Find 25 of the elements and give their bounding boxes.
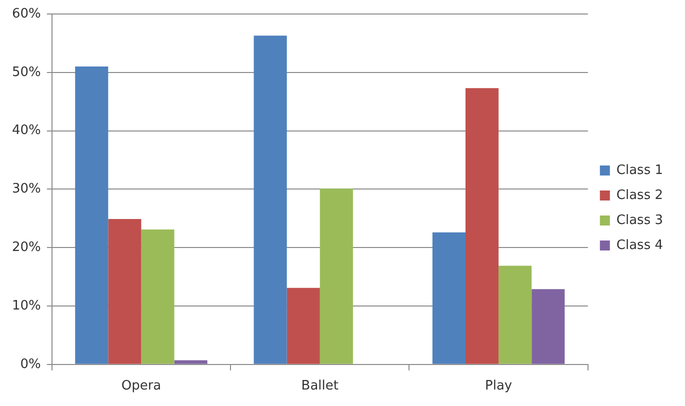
y-tick-label: 30% [12,182,41,197]
bar [466,88,499,364]
y-tick-label: 0% [20,356,41,372]
y-tick-label: 60% [12,6,41,22]
bar [286,288,320,364]
y-tick-label: 20% [12,240,41,255]
bar [432,232,466,364]
bar [108,218,142,364]
x-tick-label: Opera [121,378,162,394]
y-tick-label: 50% [12,64,41,80]
bar [75,66,108,364]
bar [498,266,532,364]
bar [254,36,287,364]
y-tick-label: 40% [12,123,41,138]
bar [532,289,565,364]
legend-label: Class 4 [616,238,664,253]
bar [320,188,353,364]
legend-label: Class 3 [616,212,664,228]
legend-label: Class 1 [616,162,664,178]
x-tick-label: Ballet [301,378,339,394]
legend-label: Class 2 [616,188,664,203]
bar [141,229,174,364]
bar [174,360,208,364]
x-tick-label: Play [485,378,512,394]
y-tick-label: 10% [12,298,41,314]
